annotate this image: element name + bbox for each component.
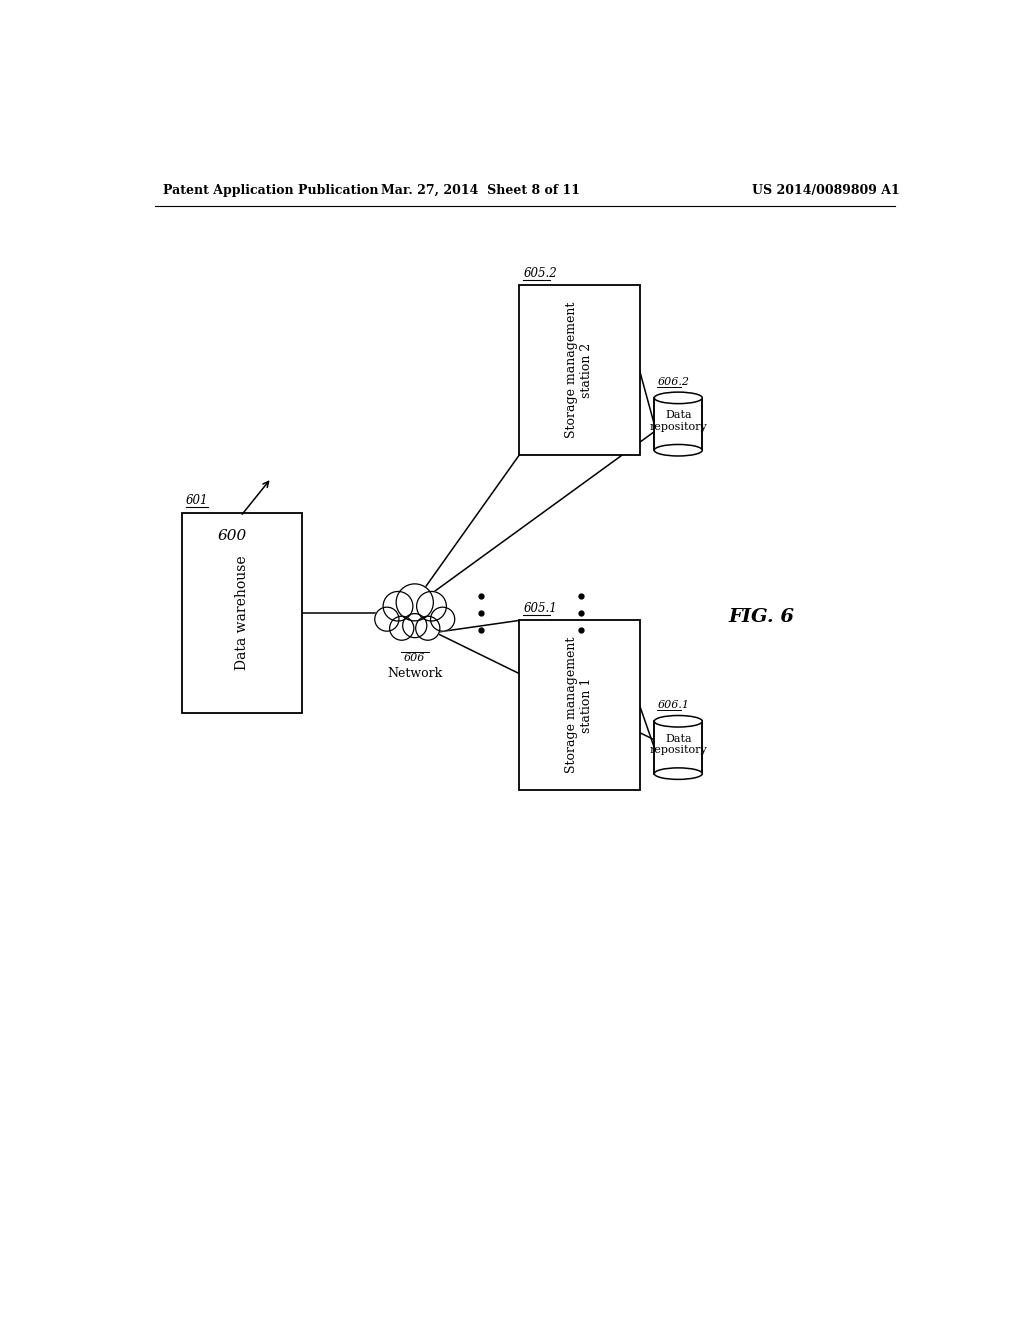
- Text: 600: 600: [217, 529, 247, 543]
- Circle shape: [402, 614, 427, 638]
- Circle shape: [390, 616, 414, 640]
- Ellipse shape: [654, 445, 702, 455]
- Text: Mar. 27, 2014  Sheet 8 of 11: Mar. 27, 2014 Sheet 8 of 11: [381, 185, 581, 197]
- FancyBboxPatch shape: [519, 285, 640, 455]
- Text: Data warehouse: Data warehouse: [236, 556, 249, 671]
- Circle shape: [430, 607, 455, 631]
- Text: Data
repository: Data repository: [649, 411, 708, 432]
- Circle shape: [383, 591, 413, 620]
- FancyBboxPatch shape: [654, 721, 702, 774]
- Text: Storage management
station 2: Storage management station 2: [565, 302, 594, 438]
- Text: FIG. 6: FIG. 6: [729, 607, 795, 626]
- Text: 601: 601: [186, 494, 209, 507]
- Text: Patent Application Publication: Patent Application Publication: [163, 185, 379, 197]
- Circle shape: [417, 591, 446, 620]
- FancyBboxPatch shape: [654, 397, 702, 450]
- Text: Network: Network: [387, 667, 442, 680]
- Text: 606.1: 606.1: [657, 701, 689, 710]
- Ellipse shape: [654, 768, 702, 779]
- Ellipse shape: [654, 715, 702, 727]
- Text: 606.2: 606.2: [657, 378, 689, 387]
- Text: Data
repository: Data repository: [649, 734, 708, 755]
- FancyBboxPatch shape: [519, 620, 640, 789]
- Text: US 2014/0089809 A1: US 2014/0089809 A1: [752, 185, 900, 197]
- Ellipse shape: [654, 392, 702, 404]
- FancyBboxPatch shape: [182, 512, 302, 713]
- Circle shape: [396, 583, 433, 620]
- Circle shape: [416, 616, 440, 640]
- Text: 606: 606: [404, 653, 425, 663]
- Text: 605.2: 605.2: [523, 267, 557, 280]
- Text: Storage management
station 1: Storage management station 1: [565, 638, 594, 774]
- Text: 605.1: 605.1: [523, 602, 557, 615]
- Circle shape: [375, 607, 399, 631]
